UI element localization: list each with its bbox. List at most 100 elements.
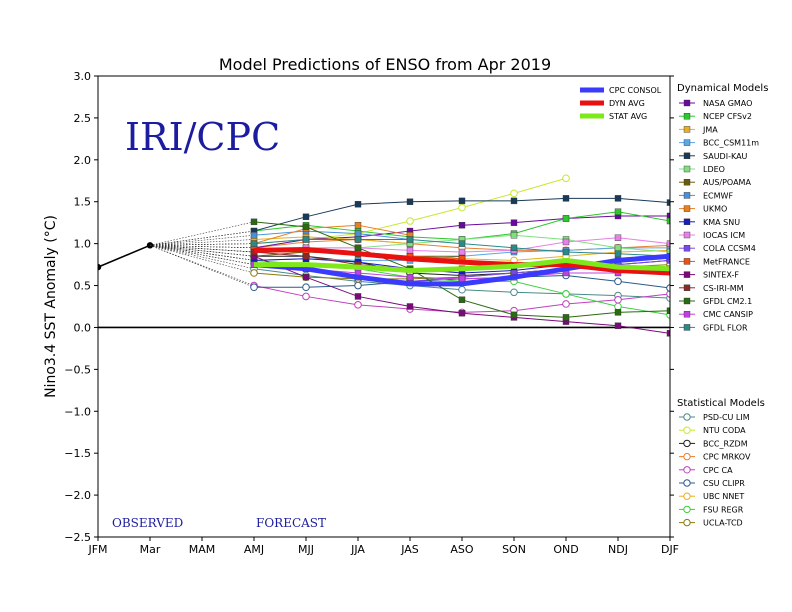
data-point [666, 307, 670, 314]
legend-label: CSU CLIPR [703, 479, 745, 488]
legend-item-ucla-tcd: UCLA-TCD [679, 519, 743, 528]
data-point [666, 212, 670, 220]
data-point [250, 283, 258, 292]
legend-item-ukmo: UKMO [679, 205, 727, 214]
legend-marker [683, 518, 691, 527]
legend-marker [683, 152, 691, 160]
connector-line [149, 245, 255, 265]
data-point [354, 236, 362, 243]
legend-item-cpc-ca: CPC CA [679, 466, 733, 475]
legend-label: COLA CCSM4 [703, 244, 756, 253]
data-point [666, 244, 670, 252]
legend-label: FSU REGR [703, 505, 744, 514]
legend-item-gfdl-cm2-1: GFDL CM2.1 [679, 297, 752, 306]
x-tick-label: JFM [87, 543, 107, 556]
series-gfdl-cm2-1 [149, 218, 670, 321]
legend-item-fsu-regr: FSU REGR [679, 505, 744, 514]
legend-label: BCC_CSM11m [703, 139, 759, 148]
legend-marker [683, 466, 691, 474]
data-point [406, 247, 414, 254]
legend-label: CPC CA [703, 466, 733, 475]
data-point [614, 322, 622, 329]
data-point [614, 244, 622, 252]
legend-label: UKMO [703, 205, 727, 214]
data-point [302, 273, 310, 281]
data-point [302, 253, 310, 260]
legend-item-gfdl-flor: GFDL FLOR [679, 323, 748, 332]
legend-marker [683, 324, 691, 331]
data-point [562, 290, 570, 298]
legend-marker [683, 205, 691, 212]
data-point [302, 213, 310, 221]
data-point [666, 240, 670, 247]
data-point [458, 296, 466, 303]
data-point [354, 230, 362, 237]
legend-label: JMA [702, 125, 718, 134]
legend-marker [683, 192, 691, 199]
legend-marker [683, 99, 691, 107]
legend-label: CS-IRI-MM [703, 284, 744, 293]
legend-marker [683, 178, 691, 186]
y-tick-label: −1.5 [64, 447, 91, 460]
legend-marker [683, 479, 691, 487]
data-point [510, 232, 518, 239]
legend-item-csu-clipr: CSU CLIPR [679, 479, 745, 488]
data-point [666, 330, 670, 337]
data-point [614, 302, 622, 311]
legend-marker [683, 426, 691, 434]
x-tick-label: NDJ [608, 543, 628, 556]
legend-item-ubc-nnet: UBC NNET [679, 492, 744, 501]
legend-marker [683, 271, 691, 278]
legend-label: NASA GMAO [703, 99, 752, 108]
x-tick-label: Mar [140, 543, 161, 556]
legend-label: CMC CANSIP [703, 310, 753, 319]
consensus-stat-avg [254, 257, 670, 273]
data-point [406, 273, 414, 281]
x-tick-label: OND [553, 543, 578, 556]
data-point [354, 244, 362, 252]
data-point [614, 250, 622, 257]
legend-label: SINTEX-F [703, 271, 739, 280]
data-point [562, 314, 570, 321]
legend-label: SAUDI-KAU [703, 152, 748, 161]
legend-item-cola-ccsm4: COLA CCSM4 [679, 244, 756, 253]
data-point [458, 203, 466, 212]
legend-item-cmc-cansip: CMC CANSIP [679, 310, 753, 319]
data-point [302, 236, 310, 243]
legend-item-metfrance: MetFRANCE [679, 257, 750, 266]
legend-label: ECMWF [703, 191, 733, 200]
legend-item-ntu-coda: NTU CODA [679, 426, 746, 435]
legend-label: GFDL CM2.1 [703, 297, 752, 306]
dynamical-legend-header: Dynamical Models [677, 83, 768, 94]
connector-line [149, 239, 255, 246]
chart-title: Model Predictions of ENSO from Apr 2019 [219, 55, 551, 74]
data-point [406, 217, 414, 225]
legend-item-psd-cu-lim: PSD-CU LIM [679, 413, 750, 422]
legend-item-saudi-kau: SAUDI-KAU [679, 152, 748, 161]
forecast-label: FORECAST [256, 516, 326, 530]
data-point [666, 217, 670, 225]
legend-marker [683, 505, 691, 514]
x-tick-label: SON [502, 543, 526, 556]
y-tick-label: 1.0 [74, 238, 92, 251]
legend-marker [683, 112, 691, 120]
data-point [666, 290, 670, 298]
legend-marker [683, 139, 691, 146]
y-tick-label: 2.0 [74, 154, 92, 167]
y-tick-label: 1.5 [74, 196, 92, 209]
x-tick-label: MJJ [298, 543, 314, 556]
data-point [302, 223, 310, 231]
legend-label-dyn-avg: DYN AVG [609, 99, 645, 108]
data-point [614, 295, 622, 304]
connector-line [149, 234, 255, 246]
y-tick-label: 2.5 [74, 112, 92, 125]
connector-line [149, 245, 255, 257]
legend-label: UBC NNET [703, 492, 744, 501]
legend-item-aus-poama: AUS/POAMA [679, 178, 751, 187]
plot-frame [97, 75, 671, 538]
legend-label-stat-avg: STAT AVG [609, 112, 647, 121]
data-point [510, 219, 518, 226]
legend-marker [683, 218, 691, 226]
data-point [302, 292, 310, 301]
